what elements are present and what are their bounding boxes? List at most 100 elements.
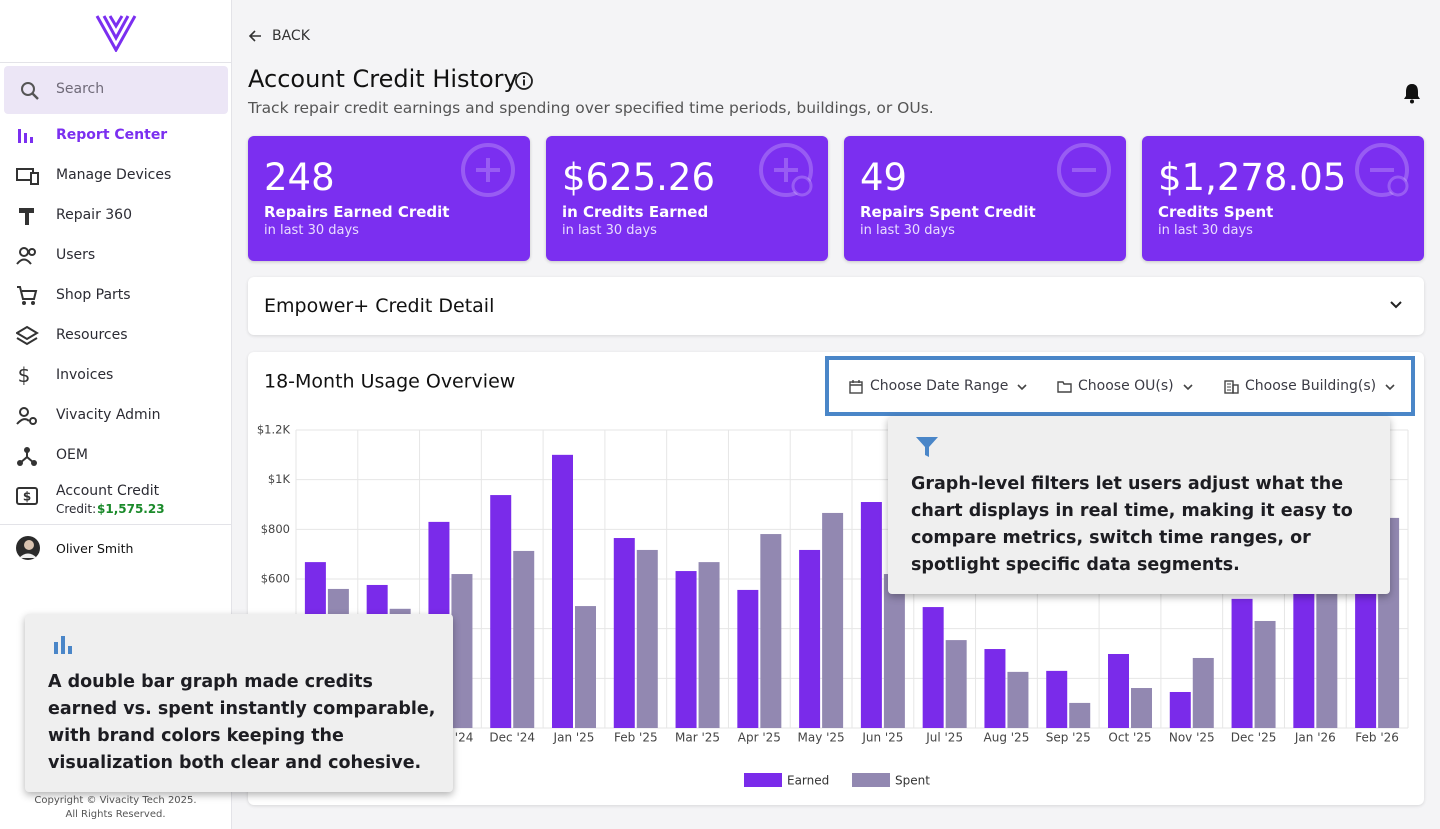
bar: [1231, 598, 1253, 728]
stat-label: Repairs Earned Credit: [264, 203, 450, 221]
stat-value: 248: [264, 156, 335, 199]
x-tick-label: Jan '26: [1294, 731, 1336, 745]
bar: [1254, 620, 1276, 728]
bar: [1169, 691, 1191, 728]
stat-icon: [1355, 143, 1409, 197]
nav-label: OEM: [56, 447, 88, 463]
x-tick-label: Dec '24: [489, 731, 535, 745]
search-placeholder: Search: [56, 81, 105, 97]
stat-value: $625.26: [562, 156, 716, 199]
x-tick-label: Apr '25: [738, 731, 781, 745]
nav-label: Report Center: [56, 127, 168, 143]
stat-value: 49: [860, 156, 908, 199]
nav-item[interactable]: Vivacity Admin: [0, 396, 231, 436]
stat-value: $1,278.05: [1158, 156, 1347, 199]
bar: [1108, 653, 1129, 728]
bar: [451, 574, 473, 728]
callout: A double bar graph made credits earned v…: [25, 614, 453, 792]
nav-label: Manage Devices: [56, 167, 172, 183]
bar: [737, 589, 759, 728]
nav-item[interactable]: Repair 360: [0, 196, 231, 236]
y-tick-label: $1.2K: [257, 423, 291, 437]
bar: [513, 550, 535, 728]
nav-label: Vivacity Admin: [56, 407, 161, 423]
bar: [883, 574, 905, 728]
nav-item[interactable]: Shop Parts: [0, 276, 231, 316]
nav-icon: [16, 247, 36, 265]
search-box[interactable]: Search: [4, 66, 228, 114]
bar: [636, 549, 658, 728]
callout-text: A double bar graph made credits earned v…: [48, 672, 436, 773]
notification-bell[interactable]: [1402, 82, 1422, 104]
nav-icon: [16, 407, 37, 425]
dropdown-chevron: [1017, 384, 1027, 391]
copyright-line: All Rights Reserved.: [65, 809, 166, 820]
nav-icon: [18, 129, 33, 143]
user-name[interactable]: Oliver Smith: [56, 541, 134, 556]
x-tick-label: Sep '25: [1046, 731, 1091, 745]
stat-label: in Credits Earned: [562, 203, 709, 221]
divider: [0, 524, 231, 525]
filter-dropdown[interactable]: Choose OU(s): [1078, 378, 1174, 394]
credit-detail-panel[interactable]: Empower+ Credit Detail: [248, 277, 1424, 335]
nav-item[interactable]: Manage Devices: [0, 156, 231, 196]
back-link[interactable]: BACK: [272, 28, 310, 44]
stat-card: 248 Repairs Earned Credit in last 30 days: [248, 136, 530, 261]
bar: [613, 538, 635, 728]
bar: [675, 571, 697, 728]
nav-item[interactable]: Users: [0, 236, 231, 276]
expand-icon: [1390, 301, 1402, 309]
nav-item[interactable]: OEM: [0, 436, 231, 476]
legend-label: Spent: [895, 774, 930, 788]
stat-label: Credits Spent: [1158, 203, 1274, 221]
bar: [1316, 579, 1338, 728]
search-icon: [21, 82, 39, 100]
dropdown-chevron: [1183, 384, 1193, 391]
x-tick-label: Oct '25: [1108, 731, 1151, 745]
stat-icon: [759, 143, 813, 197]
divider: [0, 62, 231, 63]
callout-icon: [916, 437, 938, 457]
nav-label: Users: [56, 247, 96, 263]
x-tick-label: Jan '25: [553, 731, 595, 745]
back-icon: [248, 30, 261, 42]
legend-label: Earned: [787, 774, 829, 788]
info-icon[interactable]: [514, 71, 534, 91]
account-credit-label[interactable]: Account Credit: [56, 483, 160, 499]
stat-icon: [461, 143, 515, 197]
bar: [922, 607, 944, 728]
nav-label: Resources: [56, 327, 128, 343]
y-tick-label: $600: [261, 572, 290, 586]
copyright-line: Copyright © Vivacity Tech 2025.: [34, 795, 197, 806]
avatar: [16, 536, 40, 560]
nav-item[interactable]: Report Center: [0, 116, 231, 156]
stat-card: 49 Repairs Spent Credit in last 30 days: [844, 136, 1126, 261]
bar: [1046, 670, 1068, 728]
bar: [822, 512, 844, 728]
nav-item[interactable]: Resources: [0, 316, 231, 356]
x-tick-label: Dec '25: [1231, 731, 1277, 745]
panel-title: Empower+ Credit Detail: [264, 295, 495, 317]
x-tick-label: Jun '25: [861, 731, 903, 745]
stat-card: $1,278.05 Credits Spent in last 30 days: [1142, 136, 1424, 261]
nav-label: Shop Parts: [56, 287, 131, 303]
bar: [1069, 702, 1091, 728]
filter-dropdown[interactable]: Choose Building(s): [1245, 378, 1377, 394]
stat-icon: [1057, 143, 1111, 197]
bar: [860, 502, 882, 728]
x-tick-label: Jul '25: [925, 731, 963, 745]
callout: Graph-level filters let users adjust wha…: [888, 416, 1390, 594]
nav-label: Invoices: [56, 367, 114, 383]
nav-item[interactable]: $ Invoices: [0, 356, 231, 396]
svg-text:$: $: [18, 365, 31, 387]
page-title: Account Credit History: [248, 65, 518, 93]
callout-icon: [54, 636, 72, 654]
stat-period: in last 30 days: [562, 223, 657, 238]
x-tick-label: Nov '25: [1169, 731, 1215, 745]
filter-icon: [1224, 380, 1239, 394]
bar: [984, 649, 1006, 728]
x-tick-label: Feb '25: [614, 731, 658, 745]
x-tick-label: Feb '26: [1355, 731, 1399, 745]
filter-dropdown[interactable]: Choose Date Range: [870, 378, 1009, 394]
x-tick-label: Aug '25: [984, 731, 1030, 745]
